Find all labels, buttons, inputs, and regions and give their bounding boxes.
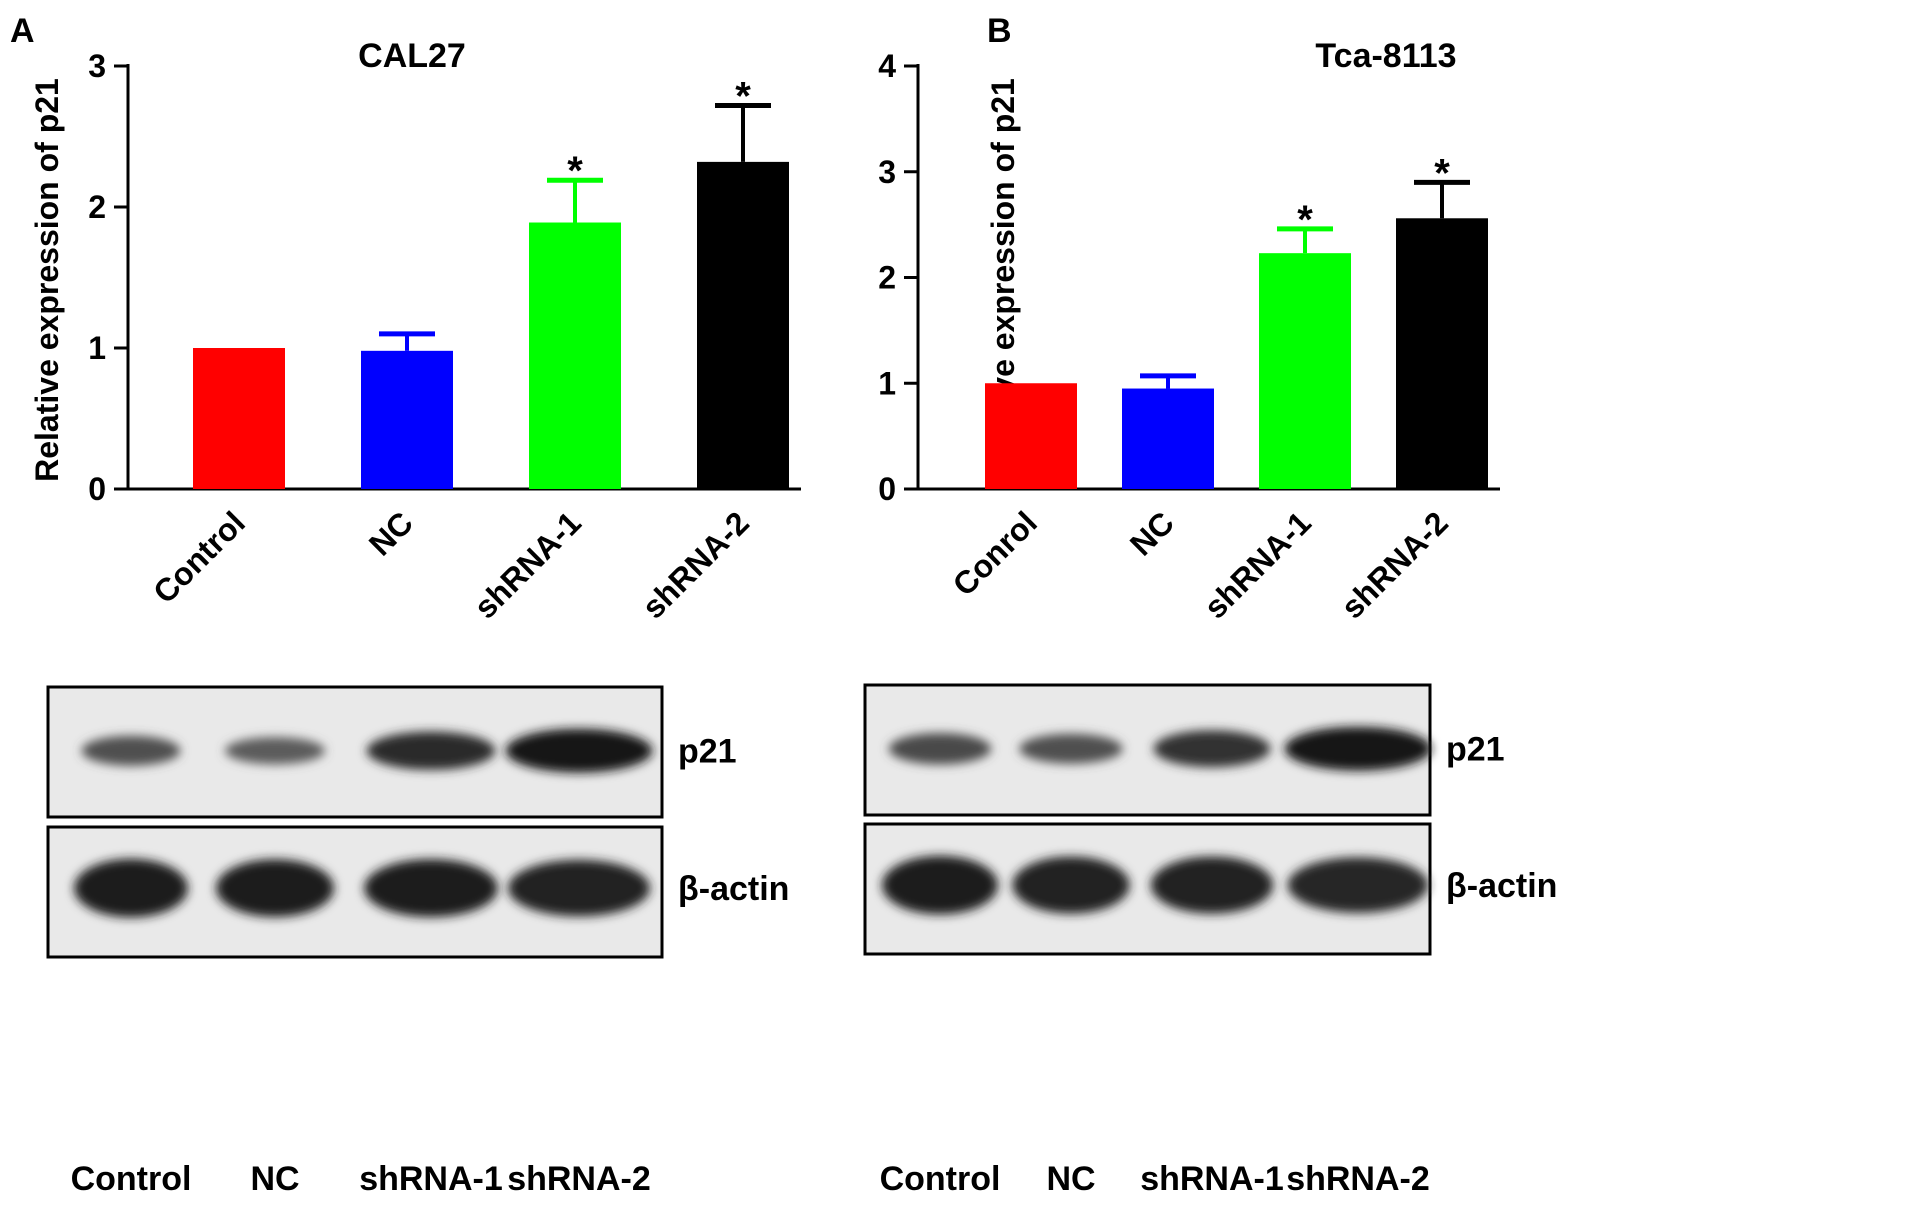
x-tick-label: Conrol [946, 504, 1044, 602]
y-tick-label: 0 [88, 471, 106, 507]
blot-band [505, 728, 653, 773]
blot-band [1284, 726, 1432, 771]
blot-lane-label: shRNA-1 [1140, 1160, 1284, 1198]
chart-a-title: CAL27 [358, 37, 466, 75]
y-tick-label: 0 [878, 471, 896, 507]
y-tick-label: 1 [88, 330, 106, 366]
blot-band [882, 855, 998, 915]
blot-band [1012, 856, 1130, 914]
significance-marker: * [1434, 151, 1450, 195]
x-tick-label: NC [1123, 504, 1181, 562]
chart-b: 0 1 2 3 4 Conrol NC * shRNA-1 * shRNA-2 [878, 48, 1500, 625]
bar-shrna-2 [697, 161, 789, 489]
x-tick-label: NC [362, 504, 420, 562]
x-tick-label: shRNA-1 [1197, 504, 1318, 625]
blot-row-label: p21 [1446, 731, 1505, 769]
chart-a-ylabel: Relative expression of p21 [29, 78, 65, 482]
y-tick-label: 3 [878, 154, 896, 190]
significance-marker: * [1297, 198, 1313, 242]
bar-conrol [985, 383, 1077, 489]
bar-control [193, 348, 285, 489]
significance-marker: * [567, 149, 583, 193]
y-tick-label: 1 [878, 365, 896, 401]
bar-shrna-2 [1396, 218, 1488, 489]
blot-band [224, 737, 326, 765]
western-blot-b: p21 β-actin Control NC shRNA-1 shRNA-2 [863, 683, 1557, 1198]
significance-marker: * [735, 74, 751, 118]
blot-row-label: β-actin [1446, 867, 1557, 905]
blot-lane-label: Control [71, 1160, 192, 1198]
blot-lane-label: shRNA-2 [1286, 1160, 1430, 1198]
x-tick-label: shRNA-2 [1334, 504, 1455, 625]
x-tick-label: shRNA-1 [467, 504, 588, 625]
bar-shrna-1 [1259, 253, 1351, 489]
blot-band [888, 733, 992, 765]
y-tick-label: 2 [88, 189, 106, 225]
chart-b-title: Tca-8113 [1315, 37, 1456, 75]
panel-letter-a: A [10, 12, 35, 50]
blot-lane-label: NC [1046, 1160, 1095, 1198]
blot-band [364, 859, 498, 918]
blot-band [1019, 733, 1123, 764]
panel-letter-b: B [987, 12, 1012, 50]
bar-nc [1122, 388, 1214, 489]
chart-a: 0 1 2 3 Control NC * shRNA-1 * shRNA-2 [88, 48, 801, 625]
y-tick-label: 4 [878, 48, 896, 84]
blot-row-label: β-actin [678, 870, 789, 908]
blot-band [1287, 857, 1429, 913]
y-tick-label: 3 [88, 48, 106, 84]
blot-band [216, 859, 334, 917]
bar-nc [361, 350, 453, 489]
bar-shrna-1 [529, 222, 621, 489]
blot-band [508, 859, 650, 917]
western-blot-a: p21 β-actin Control NC shRNA-1 shRNA-2 [46, 685, 789, 1198]
blot-band [81, 735, 181, 766]
blot-row-label: p21 [678, 733, 737, 771]
blot-lane-label: Control [880, 1160, 1001, 1198]
y-tick-label: 2 [878, 260, 896, 296]
blot-band [74, 858, 188, 918]
blot-lane-label: NC [250, 1160, 299, 1198]
blot-lane-label: shRNA-1 [359, 1160, 503, 1198]
x-tick-label: Control [146, 504, 252, 610]
blot-band [1153, 730, 1271, 768]
blot-lane-label: shRNA-2 [507, 1160, 651, 1198]
x-tick-label: shRNA-2 [635, 504, 756, 625]
blot-band [366, 731, 496, 770]
blot-band [1150, 856, 1274, 914]
